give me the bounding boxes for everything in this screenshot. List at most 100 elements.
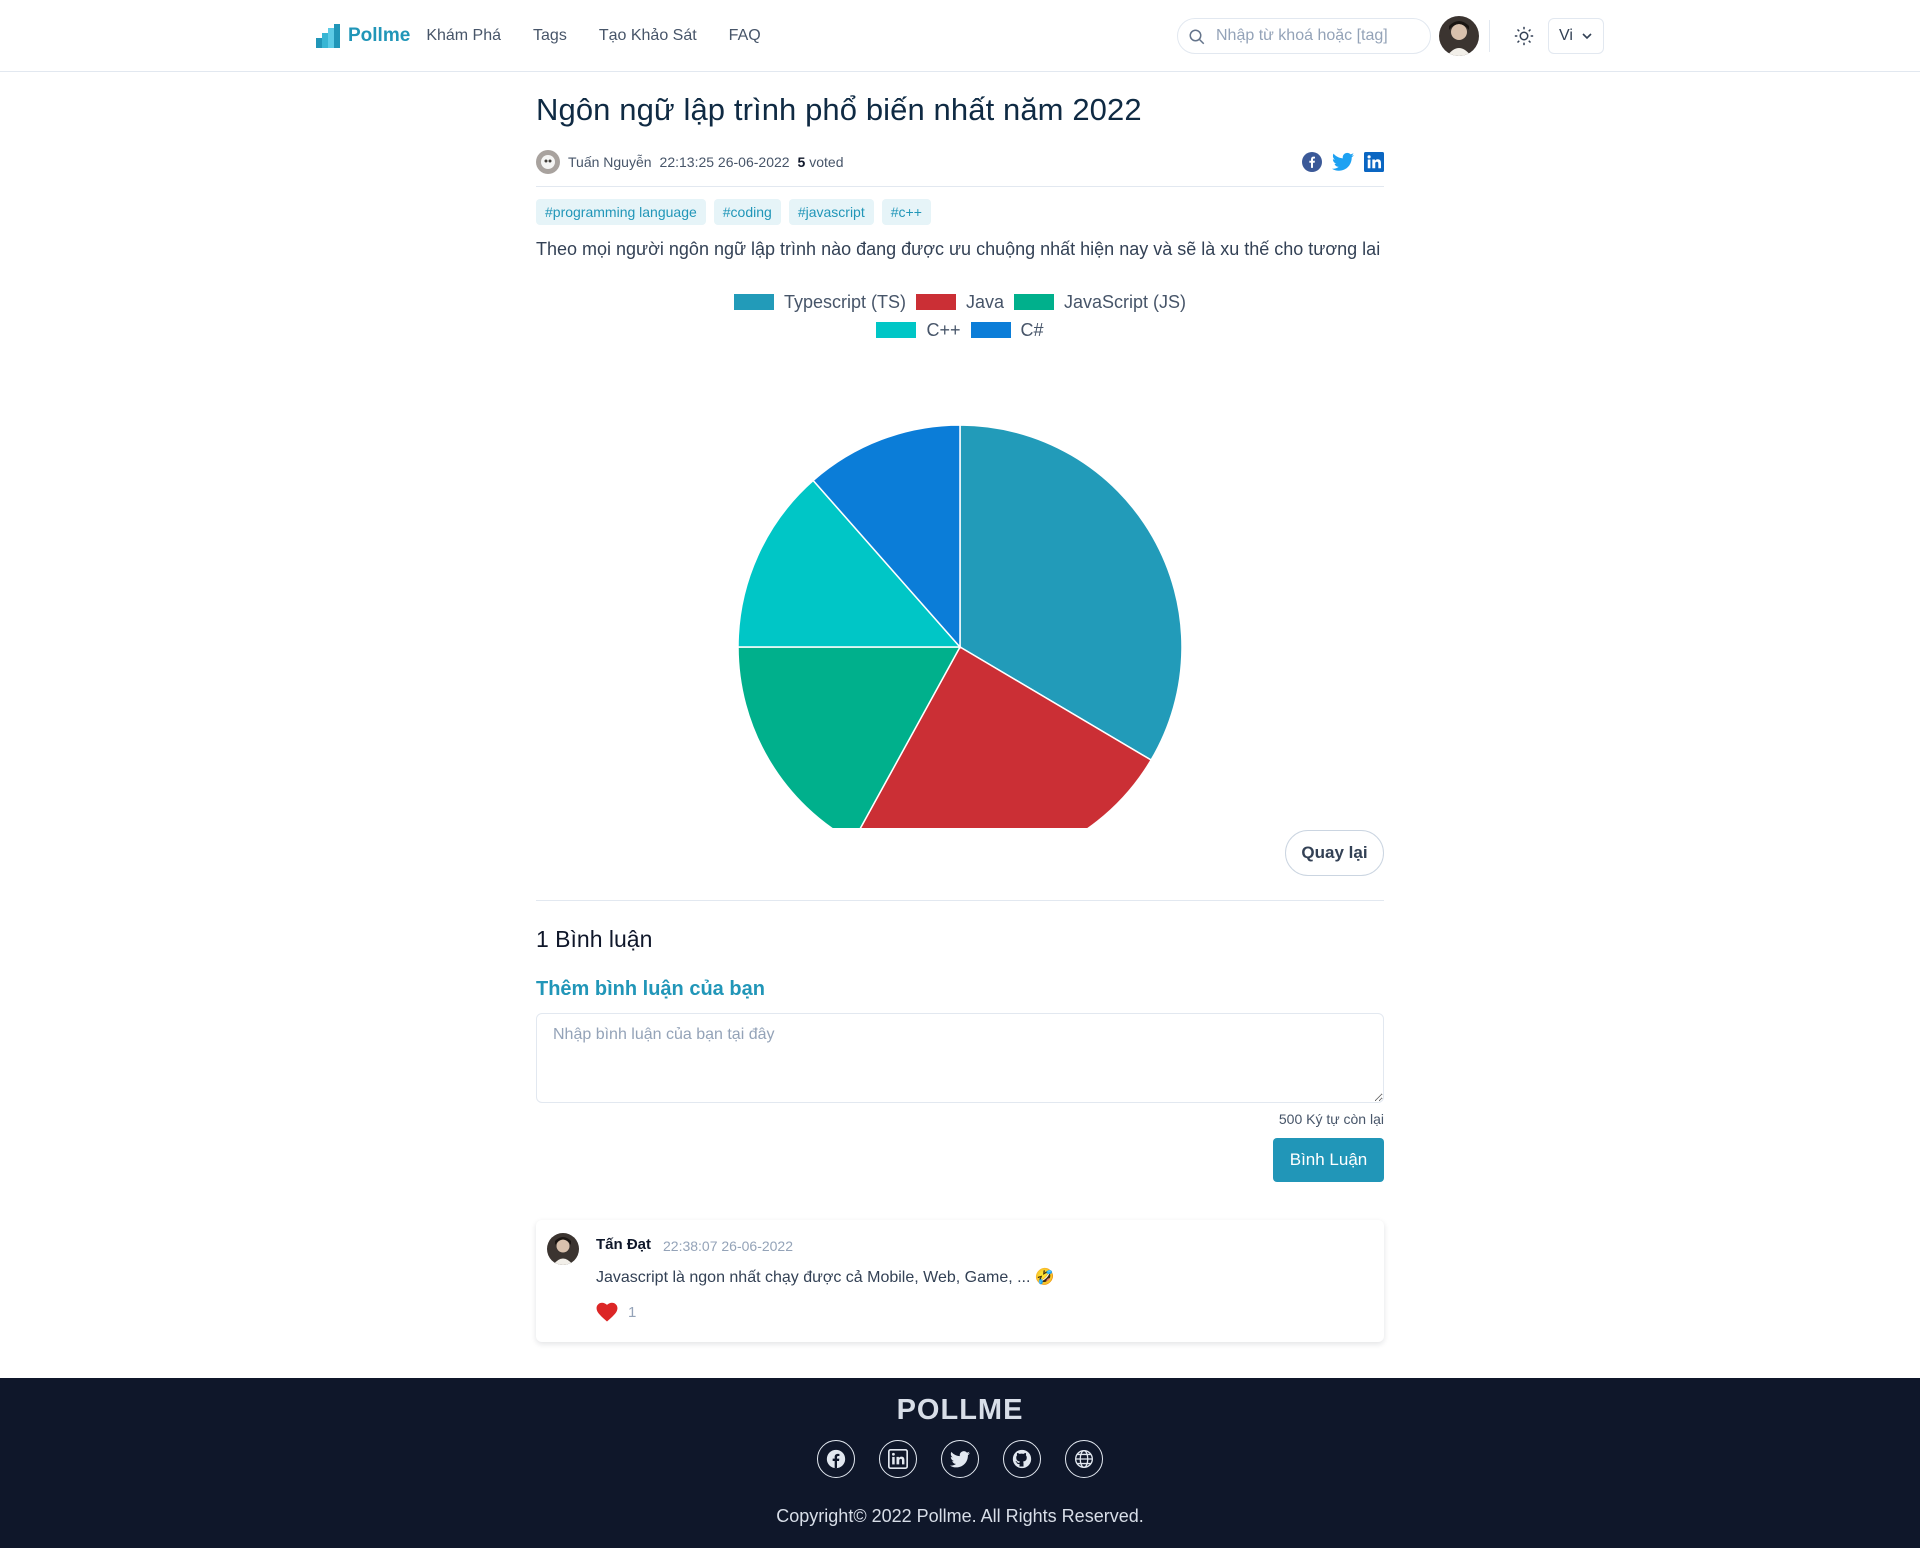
avatar-image xyxy=(1439,16,1479,56)
linkedin-icon xyxy=(1364,152,1384,172)
search-input[interactable] xyxy=(1216,27,1416,45)
footer-facebook-link[interactable] xyxy=(817,1440,855,1478)
legend-label: Typescript (TS) xyxy=(783,291,906,312)
legend-label: C++ xyxy=(926,319,961,340)
tag-cpp[interactable]: #c++ xyxy=(881,199,931,225)
facebook-icon xyxy=(1302,152,1322,172)
legend-swatch xyxy=(876,322,917,338)
pie-slice-typescript-ts[interactable] xyxy=(959,424,1183,762)
twitter-share-button[interactable] xyxy=(1332,152,1354,172)
twitter-icon xyxy=(1332,152,1354,171)
comments-count-title: 1 Bình luận xyxy=(536,926,653,952)
char-remaining: 500 Ký tự còn lại xyxy=(1278,1111,1384,1127)
commenter-avatar[interactable] xyxy=(547,1233,579,1265)
navbar: Pollme Khám Phá Tags Tạo Khảo Sát FAQ xyxy=(0,0,1920,72)
commenter-avatar-image xyxy=(547,1233,579,1265)
add-comment-title: Thêm bình luận của bạn xyxy=(536,978,765,1000)
github-icon xyxy=(1012,1449,1032,1469)
section-divider xyxy=(536,900,1384,901)
nav-link-explore[interactable]: Khám Phá xyxy=(426,27,502,44)
legend-item[interactable]: JavaScript (JS) xyxy=(1014,292,1186,313)
share-buttons xyxy=(1292,152,1384,172)
legend-swatch xyxy=(1014,294,1055,310)
legend-swatch xyxy=(733,294,774,310)
nav-link-faq[interactable]: FAQ xyxy=(728,27,761,44)
brand-logo[interactable]: Pollme xyxy=(316,24,410,48)
copyright: Copyright© 2022 Pollme. All Rights Reser… xyxy=(776,1506,1144,1526)
comment-item: Tấn Đạt 22:38:07 26-06-2022 Javascript l… xyxy=(536,1220,1384,1342)
pie-slice-javascript-js[interactable] xyxy=(737,646,962,828)
language-value: Vi xyxy=(1559,27,1573,44)
legend-row-1: Typescript (TS) Java JavaScript (JS) xyxy=(536,288,1384,316)
tag-list: #programming language #coding #javascrip… xyxy=(536,199,1384,225)
like-row: 1 xyxy=(596,1302,636,1322)
pie-slice-c[interactable] xyxy=(737,479,962,648)
poll-title: Ngôn ngữ lập trình phổ biến nhất năm 202… xyxy=(536,92,1142,127)
comment-text: Javascript là ngon nhất chạy được cả Mob… xyxy=(596,1269,1055,1286)
navbar-inner: Pollme Khám Phá Tags Tạo Khảo Sát FAQ xyxy=(316,0,1604,72)
legend-item[interactable]: C# xyxy=(970,319,1044,341)
footer: POLLME Copyright© 2022 Pollme. All Right… xyxy=(0,1378,1920,1548)
vote-label: voted xyxy=(809,154,844,170)
poll-detail: Ngôn ngữ lập trình phổ biến nhất năm 202… xyxy=(536,72,1384,1342)
nav-link-tags[interactable]: Tags xyxy=(533,27,567,44)
nav-links: Khám Phá Tags Tạo Khảo Sát FAQ xyxy=(426,27,792,45)
pie-chart xyxy=(737,424,1183,828)
submit-comment-button[interactable]: Bình Luận xyxy=(1273,1138,1384,1182)
legend-swatch xyxy=(915,294,956,310)
brand-name: Pollme xyxy=(348,25,411,46)
facebook-icon xyxy=(826,1449,846,1469)
comment-input[interactable] xyxy=(536,1013,1384,1103)
tag-programming-language[interactable]: #programming language xyxy=(536,199,706,225)
legend-item[interactable]: Java xyxy=(915,291,1005,313)
linkedin-share-button[interactable] xyxy=(1364,152,1384,172)
comment-time: 22:38:07 26-06-2022 xyxy=(663,1238,793,1254)
chevron-down-icon xyxy=(1582,33,1592,40)
pie-slice-c[interactable] xyxy=(812,424,961,649)
footer-github-link[interactable] xyxy=(1003,1440,1041,1478)
legend-label: JavaScript (JS) xyxy=(1064,291,1187,312)
poll-meta: Tuấn Nguyễn 22:13:25 26-06-2022 5 voted xyxy=(536,150,1384,174)
footer-website-link[interactable] xyxy=(1065,1440,1103,1478)
legend-item[interactable]: Typescript (TS) xyxy=(733,291,906,313)
author-name[interactable]: Tuấn Nguyễn xyxy=(568,154,652,170)
pie-slice-java[interactable] xyxy=(853,645,1153,828)
heart-icon xyxy=(596,1302,618,1322)
like-count: 1 xyxy=(628,1303,637,1321)
meta-divider xyxy=(536,186,1384,187)
author-avatar[interactable] xyxy=(536,150,560,174)
linkedin-icon xyxy=(888,1449,908,1469)
poll-description: Theo mọi người ngôn ngữ lập trình nào đa… xyxy=(536,239,1381,259)
twitter-icon xyxy=(950,1450,970,1467)
nav-right: Vi xyxy=(1177,16,1604,56)
poll-time: 22:13:25 26-06-2022 xyxy=(659,154,790,170)
nav-link-create-poll[interactable]: Tạo Khảo Sát xyxy=(598,27,697,44)
legend-swatch xyxy=(970,322,1011,338)
legend-label: C# xyxy=(1020,319,1044,340)
commenter-name[interactable]: Tấn Đạt xyxy=(596,1236,652,1253)
search-icon xyxy=(1189,29,1205,45)
poll-result-chart: Typescript (TS) Java JavaScript (JS) C++… xyxy=(536,288,1384,828)
chart-legend: Typescript (TS) Java JavaScript (JS) C++… xyxy=(536,288,1384,344)
nav-divider xyxy=(1489,20,1490,52)
search-box[interactable] xyxy=(1177,18,1431,54)
language-select[interactable]: Vi xyxy=(1548,18,1604,54)
user-avatar[interactable] xyxy=(1439,16,1479,56)
pollme-logo-icon xyxy=(316,24,340,48)
vote-number: 5 xyxy=(797,154,806,170)
sun-icon xyxy=(1514,26,1534,46)
globe-icon xyxy=(1075,1450,1093,1468)
theme-toggle[interactable] xyxy=(1514,26,1534,46)
footer-twitter-link[interactable] xyxy=(941,1440,979,1478)
like-button[interactable] xyxy=(596,1302,618,1322)
legend-item[interactable]: C++ xyxy=(876,319,961,341)
author-avatar-image xyxy=(536,150,560,174)
tag-javascript[interactable]: #javascript xyxy=(788,199,874,225)
tag-coding[interactable]: #coding xyxy=(713,199,781,225)
legend-label: Java xyxy=(965,291,1005,312)
vote-count: 5 voted xyxy=(798,154,844,170)
footer-brand: POLLME xyxy=(896,1394,1024,1426)
footer-linkedin-link[interactable] xyxy=(879,1440,917,1478)
back-button[interactable]: Quay lại xyxy=(1285,830,1384,876)
facebook-share-button[interactable] xyxy=(1302,152,1322,172)
